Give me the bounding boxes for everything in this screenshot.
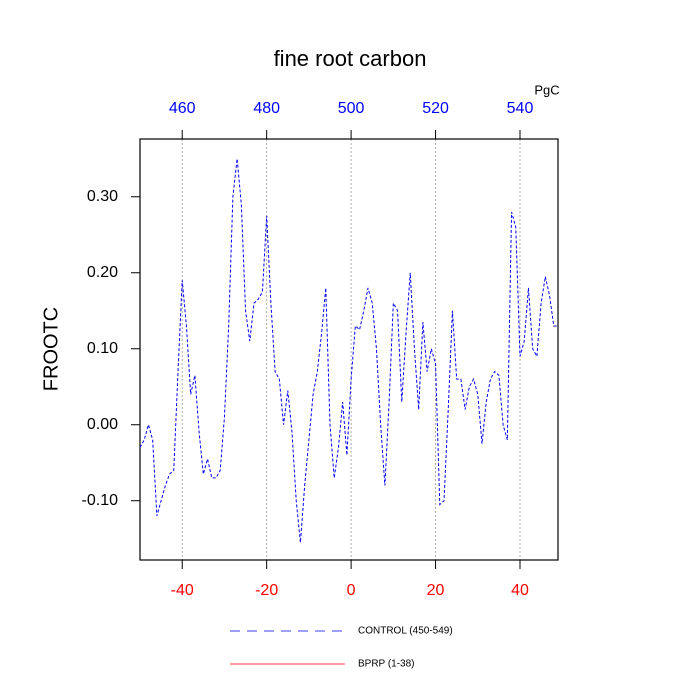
y-tick-label: 0.30 [87,188,118,205]
plot-frame [139,138,559,561]
x-tick-label: 0 [347,582,356,599]
x-tick-label: 40 [511,582,529,599]
x2-tick-label: 540 [507,100,534,117]
x2-unit: PgC [534,82,559,97]
y-tick-label: 0.20 [87,264,118,281]
y-tick-label: -0.10 [82,492,119,509]
x-tick-label: 20 [427,582,445,599]
x2-tick-label: 480 [253,100,280,117]
y-axis-label: FROOTC [40,307,62,391]
x-tick-label: -20 [255,582,278,599]
x2-tick-label: 520 [422,100,449,117]
chart-title: fine root carbon [274,46,427,71]
y-tick-label: 0.10 [87,340,118,357]
legend-label: CONTROL (450-549) [358,626,453,637]
x-tick-label: -40 [171,582,194,599]
y-tick-label: 0.00 [87,416,118,433]
x2-tick-label: 460 [169,100,196,117]
x2-tick-label: 500 [338,100,365,117]
legend-label: BPRP (1-38) [358,659,415,670]
series-line [139,158,558,543]
